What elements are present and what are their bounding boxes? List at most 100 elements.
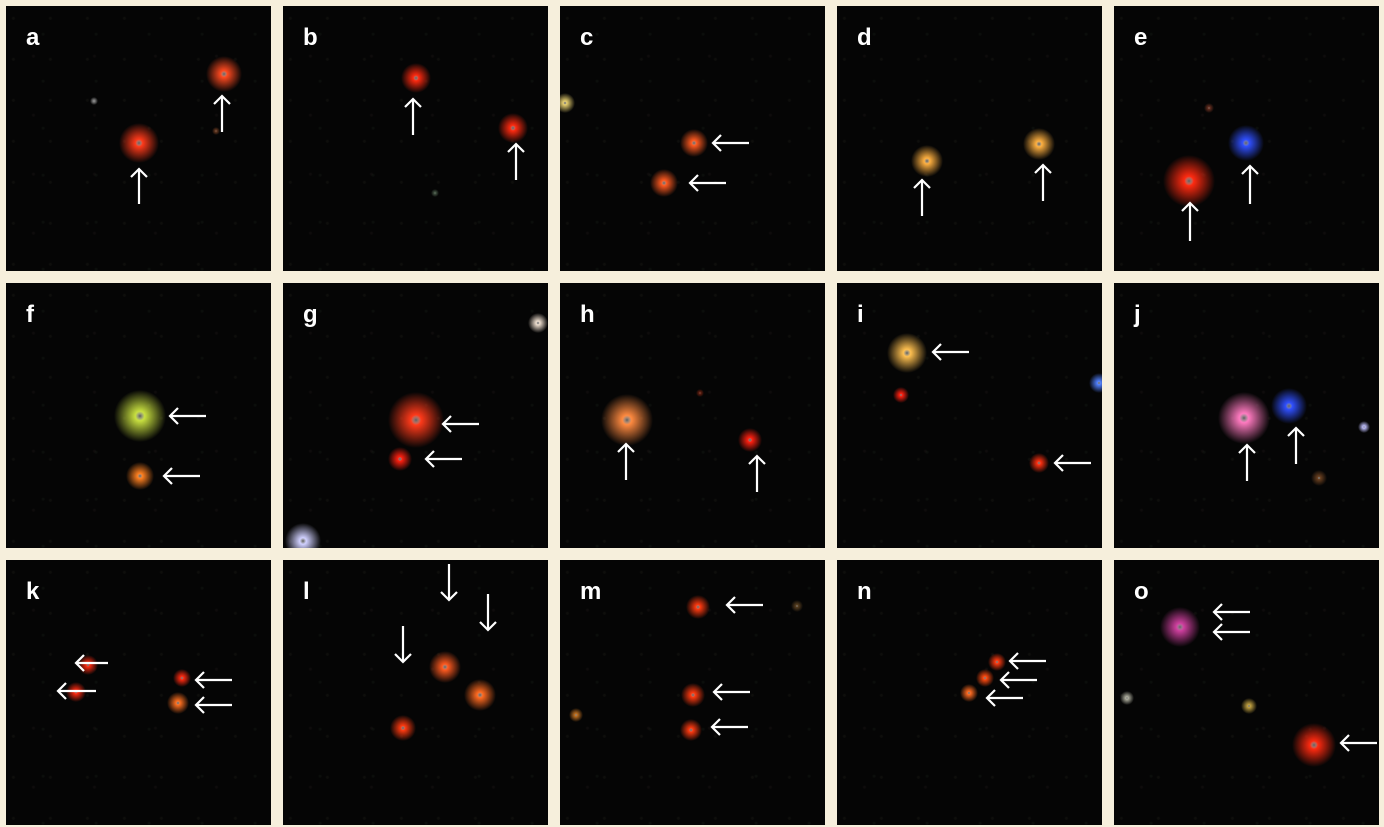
panel-image xyxy=(1218,388,1370,486)
panel-label: g xyxy=(303,301,318,328)
pointer-arrow-icon xyxy=(710,718,748,736)
light-source xyxy=(1160,607,1200,647)
panel-image xyxy=(911,128,1055,216)
pointer-arrow-icon xyxy=(748,454,766,492)
light-source xyxy=(960,684,978,702)
pointer-arrow-icon xyxy=(1339,734,1377,752)
panel-label: f xyxy=(26,301,34,328)
pointer-arrow-icon xyxy=(440,564,458,602)
pointer-arrow-icon xyxy=(1212,623,1250,641)
pointer-arrow-icon xyxy=(74,654,108,672)
image-panel-g: g xyxy=(283,283,548,548)
light-source xyxy=(212,127,220,135)
image-panel-c: c xyxy=(560,6,825,271)
image-panel-b: b xyxy=(283,6,548,271)
pointer-arrow-icon xyxy=(1008,652,1046,670)
panel-label: m xyxy=(580,578,602,605)
panel-image xyxy=(1163,103,1264,241)
panel-label: c xyxy=(580,24,594,51)
light-source xyxy=(988,653,1006,671)
panel-image xyxy=(390,564,497,741)
pointer-arrow-icon xyxy=(441,415,479,433)
light-source xyxy=(1163,155,1215,207)
light-source xyxy=(1204,103,1214,113)
light-source xyxy=(976,669,994,687)
light-source xyxy=(1311,470,1327,486)
light-source xyxy=(1023,128,1055,160)
light-source xyxy=(791,600,803,612)
pointer-arrow-icon xyxy=(168,407,206,425)
panel-image xyxy=(601,389,766,492)
panel-image xyxy=(569,595,803,741)
pointer-arrow-icon xyxy=(507,142,525,180)
pointer-arrow-icon xyxy=(711,134,749,152)
image-panel-d: d xyxy=(837,6,1102,271)
light-source xyxy=(285,523,321,548)
image-panel-f: f xyxy=(6,283,271,548)
pointer-arrow-icon xyxy=(194,696,232,714)
light-source xyxy=(650,169,678,197)
light-source xyxy=(680,719,702,741)
light-source xyxy=(1089,373,1102,393)
pointer-arrow-icon xyxy=(404,97,422,135)
pointer-arrow-icon xyxy=(394,626,412,664)
pointer-arrow-icon xyxy=(162,467,200,485)
pointer-arrow-icon xyxy=(725,596,763,614)
light-source xyxy=(1228,125,1264,161)
pointer-arrow-icon xyxy=(985,689,1023,707)
pointer-arrow-icon xyxy=(1287,426,1305,464)
light-source xyxy=(1241,698,1257,714)
pointer-arrow-icon xyxy=(931,343,969,361)
pointer-arrow-icon xyxy=(424,450,462,468)
panel-label: o xyxy=(1134,578,1149,605)
panel-label: k xyxy=(26,578,40,605)
image-panel-e: e xyxy=(1114,6,1379,271)
light-source xyxy=(388,447,412,471)
panel-image xyxy=(1120,603,1377,767)
light-source xyxy=(401,63,431,93)
panel-label: a xyxy=(26,24,40,51)
panel-label: h xyxy=(580,301,595,328)
panel-image xyxy=(960,652,1046,707)
light-source xyxy=(680,129,708,157)
panel-label: j xyxy=(1134,301,1141,328)
panel-image xyxy=(887,333,1102,473)
light-source xyxy=(893,387,909,403)
image-panel-i: i xyxy=(837,283,1102,548)
light-source xyxy=(681,683,705,707)
panel-image xyxy=(285,313,548,548)
image-panel-j: j xyxy=(1114,283,1379,548)
light-source xyxy=(464,679,496,711)
pointer-arrow-icon xyxy=(617,442,635,480)
pointer-arrow-icon xyxy=(1181,201,1199,241)
pointer-arrow-icon xyxy=(479,594,497,632)
light-source xyxy=(119,123,159,163)
image-panel-n: n xyxy=(837,560,1102,825)
panel-label: b xyxy=(303,24,318,51)
image-panel-o: o xyxy=(1114,560,1379,825)
panel-label: d xyxy=(857,24,872,51)
light-source xyxy=(388,392,444,448)
pointer-arrow-icon xyxy=(688,174,726,192)
light-source xyxy=(1271,388,1307,424)
light-source xyxy=(1120,691,1134,705)
panel-label: e xyxy=(1134,24,1148,51)
pointer-arrow-icon xyxy=(712,683,750,701)
light-source xyxy=(686,595,710,619)
light-source xyxy=(1358,421,1370,433)
pointer-arrow-icon xyxy=(1053,454,1091,472)
panel-label: n xyxy=(857,578,872,605)
pointer-arrow-icon xyxy=(1034,163,1052,201)
panel-image xyxy=(560,93,749,197)
panel-label: l xyxy=(303,578,310,605)
light-source xyxy=(1029,453,1049,473)
light-source xyxy=(911,145,943,177)
light-source xyxy=(126,462,154,490)
image-panel-k: k xyxy=(6,560,271,825)
panel-image xyxy=(114,390,206,490)
image-panel-h: h xyxy=(560,283,825,548)
pointer-arrow-icon xyxy=(1238,443,1256,481)
image-panel-a: a xyxy=(6,6,271,271)
light-source xyxy=(431,189,439,197)
light-source xyxy=(696,389,704,397)
